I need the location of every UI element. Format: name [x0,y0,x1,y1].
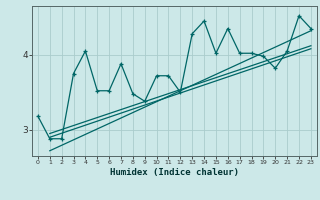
X-axis label: Humidex (Indice chaleur): Humidex (Indice chaleur) [110,168,239,177]
